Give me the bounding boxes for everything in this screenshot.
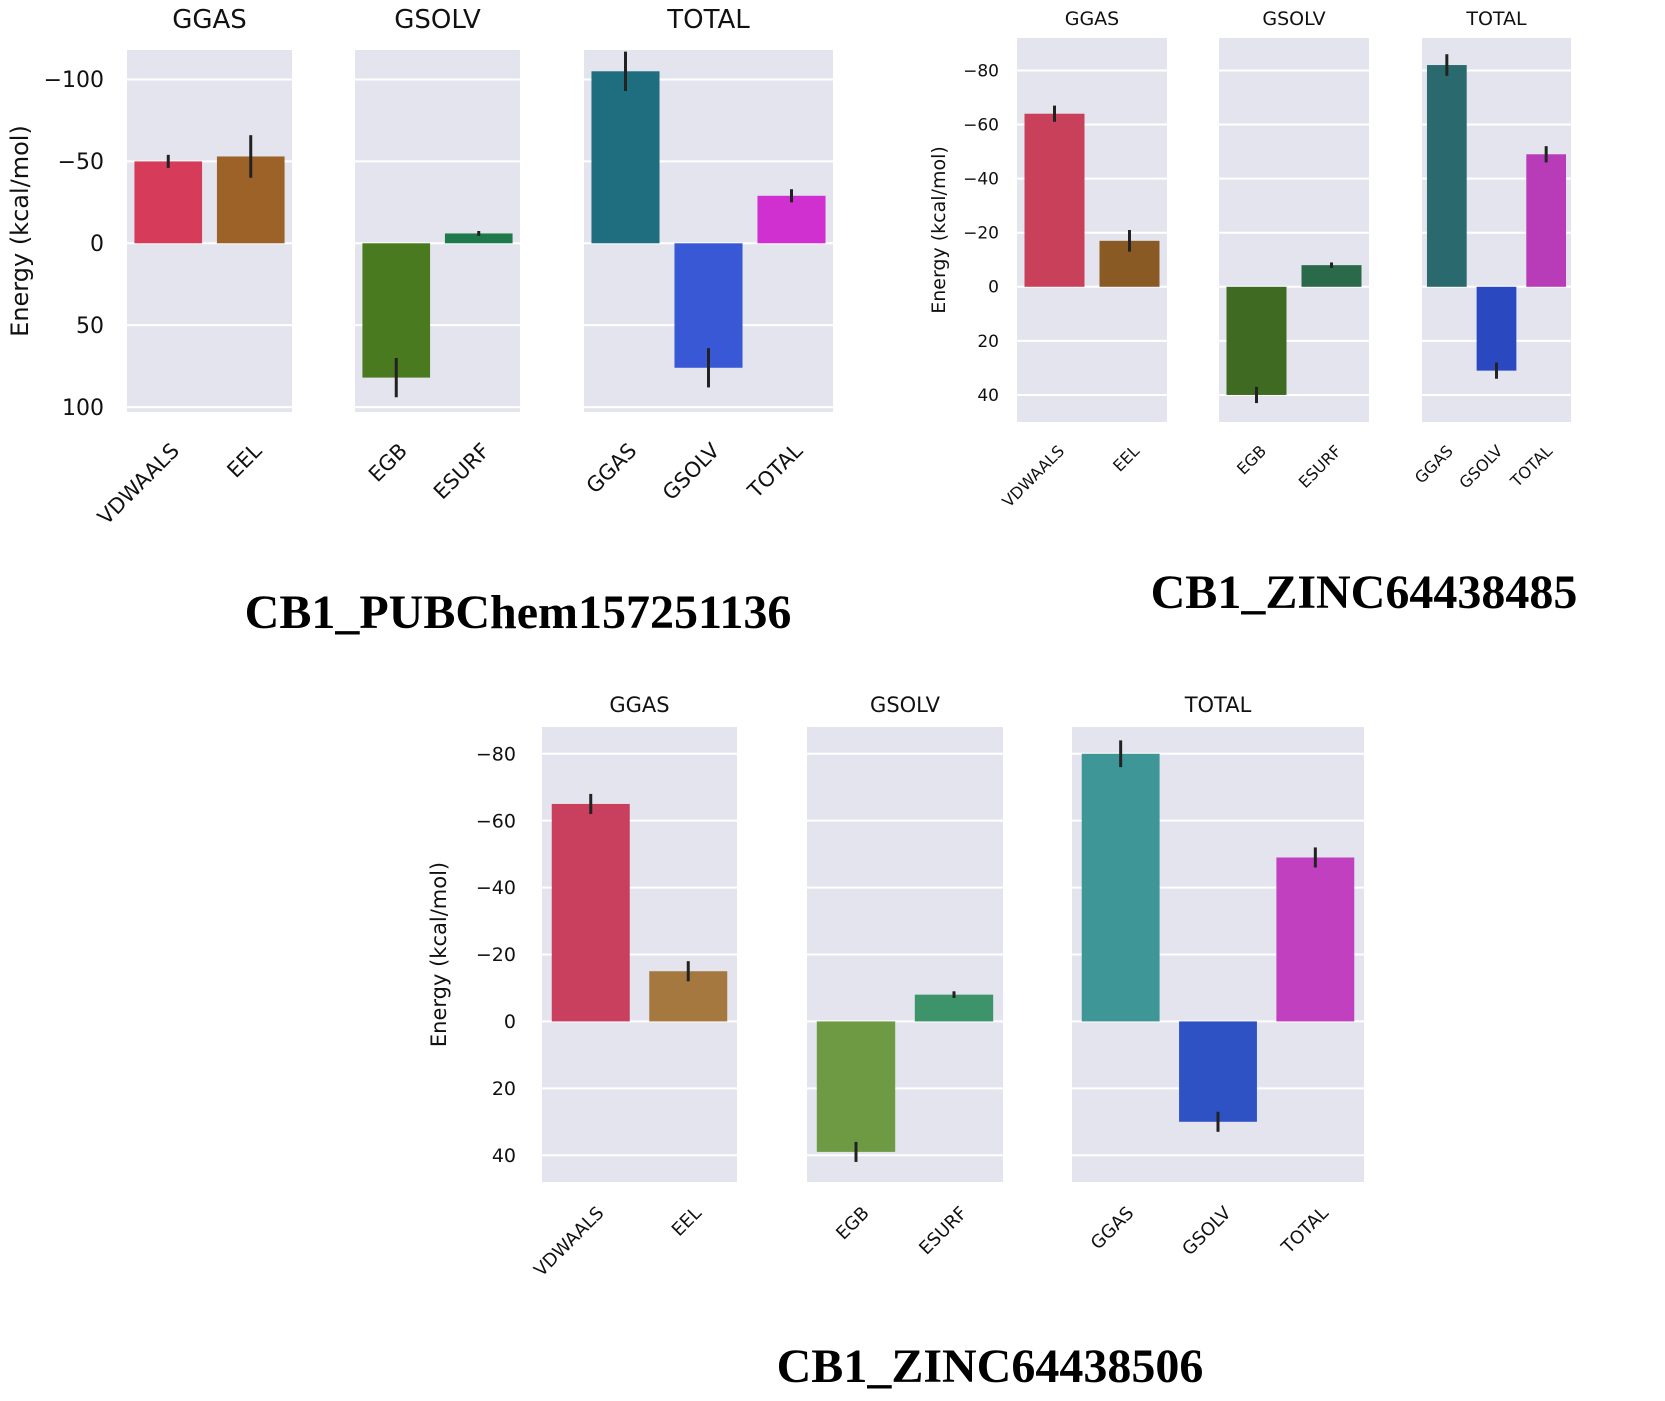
bar — [1526, 154, 1567, 287]
category-label: EGB — [832, 1203, 873, 1244]
y-tick-label: 40 — [492, 1145, 516, 1167]
bar — [1476, 286, 1517, 371]
y-tick-label: 0 — [504, 1011, 516, 1033]
facet-title: GGAS — [609, 693, 669, 717]
bar — [914, 994, 994, 1022]
category-label: TOTAL — [1506, 441, 1556, 491]
y-tick-label: −80 — [476, 743, 516, 765]
bar — [757, 195, 826, 244]
y-axis-label: Energy (kcal/mol) — [928, 146, 950, 314]
category-label: GGAS — [1411, 441, 1457, 487]
bar — [816, 1021, 896, 1152]
y-tick-label: 0 — [988, 278, 999, 298]
facet-title: GSOLV — [1262, 8, 1325, 30]
chart-caption: CB1_ZINC64438506 — [777, 1340, 1204, 1393]
facet-title: TOTAL — [1184, 693, 1252, 717]
bar — [134, 161, 203, 244]
category-label: VDWAALS — [93, 439, 184, 530]
category-label: TOTAL — [1277, 1203, 1333, 1259]
y-tick-label: −60 — [476, 810, 516, 832]
category-label: GSOLV — [1455, 441, 1506, 492]
category-label: EGB — [1233, 441, 1270, 478]
y-tick-label: −20 — [963, 224, 999, 244]
bar — [674, 243, 743, 368]
category-label: VDWAALS — [530, 1203, 608, 1281]
y-tick-label: 0 — [90, 232, 104, 257]
category-label: TOTAL — [742, 438, 807, 503]
category-label: GSOLV — [658, 438, 725, 505]
facet-title: GSOLV — [870, 693, 941, 717]
y-tick-label: −40 — [963, 170, 999, 190]
bar — [1024, 113, 1085, 287]
bar — [1081, 753, 1160, 1022]
y-tick-label: 40 — [977, 386, 999, 406]
category-label: ESURF — [429, 439, 495, 505]
bar — [1426, 65, 1467, 287]
y-tick-label: 20 — [492, 1078, 516, 1100]
category-label: ESURF — [1295, 441, 1345, 491]
bar — [1276, 857, 1355, 1022]
y-tick-label: −80 — [963, 61, 999, 81]
bar — [1301, 265, 1362, 287]
category-label: GGAS — [582, 439, 642, 499]
y-axis-label: Energy (kcal/mol) — [427, 862, 451, 1047]
y-tick-label: −60 — [963, 115, 999, 135]
facet-title: GGAS — [172, 5, 247, 35]
bar — [362, 243, 431, 378]
facet-title: TOTAL — [666, 5, 750, 35]
y-tick-label: 100 — [62, 396, 104, 421]
facet-title: GSOLV — [394, 5, 481, 35]
y-tick-label: −40 — [476, 877, 516, 899]
category-label: ESURF — [915, 1203, 971, 1259]
y-tick-label: 20 — [977, 332, 999, 352]
category-label: EEL — [668, 1203, 706, 1241]
bar — [591, 71, 660, 244]
category-label: EEL — [222, 438, 266, 482]
bar — [444, 233, 513, 244]
y-axis-label: Energy (kcal/mol) — [6, 125, 34, 337]
category-label: EEL — [1109, 441, 1143, 475]
bar — [1226, 286, 1287, 395]
y-tick-label: 50 — [76, 314, 104, 339]
bar — [1179, 1021, 1257, 1122]
category-label: GGAS — [1087, 1203, 1138, 1254]
facet-title: TOTAL — [1465, 8, 1527, 30]
chart-caption: CB1_PUBChem157251136 — [245, 586, 792, 639]
y-tick-label: −100 — [44, 68, 104, 93]
bar — [551, 803, 630, 1022]
facet-title: GGAS — [1065, 8, 1120, 30]
category-label: GSOLV — [1178, 1202, 1236, 1260]
y-tick-label: −50 — [58, 150, 104, 175]
category-label: VDWAALS — [998, 441, 1068, 511]
category-label: EGB — [364, 439, 412, 487]
chart-caption: CB1_ZINC64438485 — [1151, 566, 1578, 619]
y-tick-label: −20 — [476, 944, 516, 966]
